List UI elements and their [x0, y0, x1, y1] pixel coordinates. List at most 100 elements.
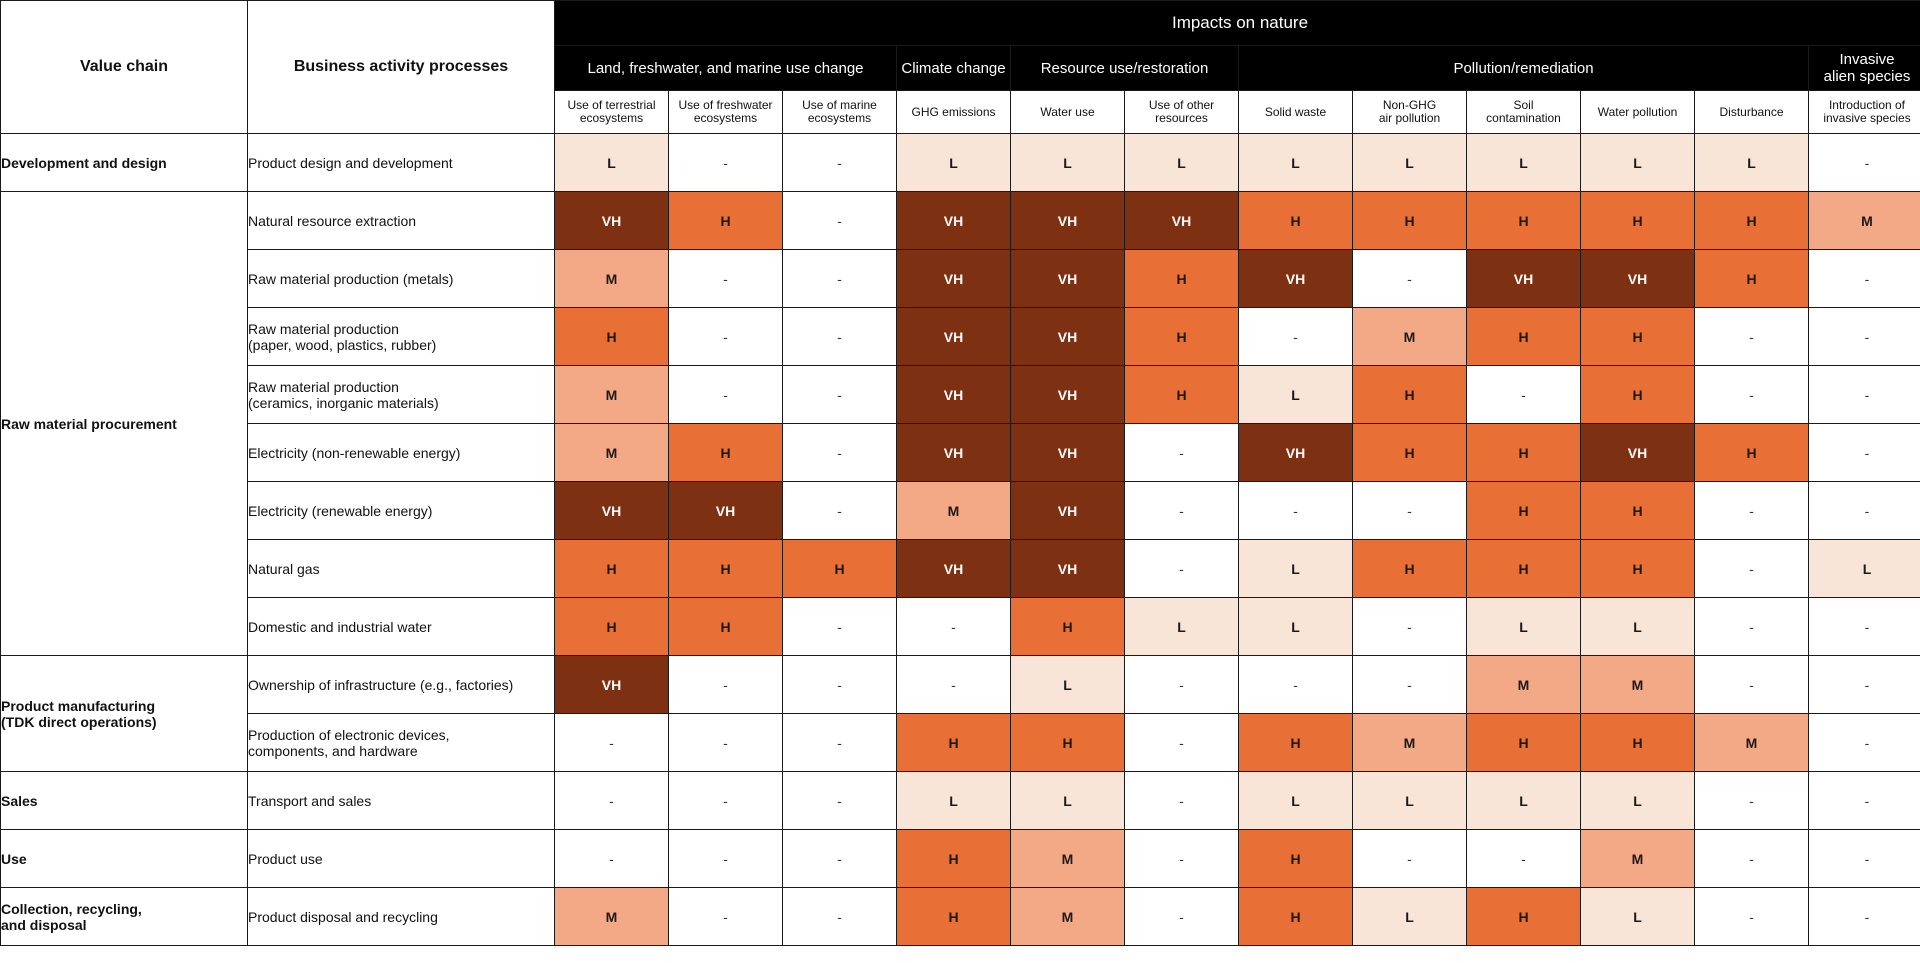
- column-header-soil-contamination: Soil contamination: [1466, 90, 1581, 134]
- impact-rating-cell: -: [1124, 887, 1239, 946]
- impact-rating-cell: -: [1466, 365, 1581, 424]
- impact-rating-cell: H: [1694, 423, 1809, 482]
- impact-rating-cell: M: [1580, 655, 1695, 714]
- impact-rating-cell: H: [668, 191, 783, 250]
- impact-rating-cell: -: [782, 713, 897, 772]
- table-row: Domestic and industrial water H H - - H L L - L L -…: [1, 597, 1920, 656]
- impact-rating-cell: -: [1694, 771, 1809, 830]
- impact-rating-cell: L: [896, 771, 1011, 830]
- impact-rating-cell: VH: [1238, 249, 1353, 308]
- impact-rating-cell: M: [554, 423, 669, 482]
- impact-rating-cell: -: [1352, 249, 1467, 308]
- impact-rating-cell: VH: [896, 191, 1011, 250]
- table-row: Sales Transport and sales - - - L L - L L L L - -: [0, 771, 1920, 830]
- impact-rating-cell: H: [1580, 191, 1695, 250]
- impact-rating-cell: VH: [1124, 191, 1239, 250]
- impact-rating-cell: -: [782, 771, 897, 830]
- table-body: Development and design Product design and…: [0, 133, 1920, 946]
- impact-rating-cell: H: [1124, 307, 1239, 366]
- impact-rating-cell: -: [1238, 655, 1353, 714]
- impact-rating-cell: VH: [1466, 249, 1581, 308]
- impact-rating-cell: -: [1352, 481, 1467, 540]
- activity-cell-electricity-non-renewable-energy: Electricity (non-renewable energy): [247, 423, 555, 482]
- impact-rating-cell: -: [1124, 539, 1239, 598]
- impact-rating-cell: H: [1466, 713, 1581, 772]
- impact-rating-cell: L: [1580, 771, 1695, 830]
- impact-rating-cell: VH: [1010, 539, 1125, 598]
- impact-rating-cell: -: [896, 655, 1011, 714]
- impacts-on-nature-header: Impacts on nature: [553, 0, 1920, 46]
- impact-rating-cell: L: [554, 133, 669, 192]
- impact-rating-cell: -: [1694, 365, 1809, 424]
- activity-cell-natural-gas: Natural gas: [247, 539, 555, 598]
- impact-rating-cell: -: [782, 365, 897, 424]
- impact-rating-cell: -: [1807, 365, 1920, 424]
- impact-rating-cell: VH: [896, 423, 1011, 482]
- table-row: Electricity (non-renewable energy) M H - VH V…: [1, 423, 1920, 482]
- impact-rating-cell: -: [782, 191, 897, 250]
- impact-rating-cell: -: [1807, 829, 1920, 888]
- value-chain-cell-raw-material-procurement: Raw material procurement: [0, 191, 248, 656]
- impact-rating-cell: H: [1466, 423, 1581, 482]
- activity-cell-raw-material-production-ceramics-inorganic-materials: Raw material production (ceramics, inorga…: [247, 365, 555, 424]
- category-header-land-freshwater-and-marine-use-change: Land, freshwater, and marine use change: [554, 45, 897, 91]
- column-header-use-of-other-resources: Use of other resources: [1124, 90, 1239, 134]
- column-header-use-of-terrestrial-ecosystems: Use of terrestrial ecosystems: [554, 90, 669, 134]
- category-header-resource-use-restoration: Resource use/restoration: [1010, 45, 1239, 91]
- impact-rating-cell: H: [1238, 191, 1353, 250]
- impact-rating-cell: VH: [896, 249, 1011, 308]
- table-row: Raw material procurement Natural resource…: [0, 191, 1920, 656]
- impact-rating-cell: M: [1352, 713, 1467, 772]
- impact-rating-cell: -: [1352, 655, 1467, 714]
- impact-rating-cell: -: [1807, 887, 1920, 946]
- impact-rating-cell: L: [1352, 771, 1467, 830]
- impact-rating-cell: -: [1466, 829, 1581, 888]
- impact-rating-cell: VH: [1580, 423, 1695, 482]
- business-activity-header: Business activity processes: [247, 0, 555, 134]
- impact-rating-cell: L: [1352, 133, 1467, 192]
- impact-rating-cell: -: [782, 133, 897, 192]
- impact-rating-cell: M: [896, 481, 1011, 540]
- activity-cell-transport-and-sales: Transport and sales: [247, 771, 555, 830]
- impact-rating-cell: M: [554, 365, 669, 424]
- impact-rating-cell: -: [1807, 133, 1920, 192]
- impact-rating-cell: M: [1352, 307, 1467, 366]
- impact-rating-cell: H: [896, 713, 1011, 772]
- impact-rating-cell: H: [1580, 713, 1695, 772]
- activity-cell-product-use: Product use: [247, 829, 555, 888]
- impact-rating-cell: M: [1466, 655, 1581, 714]
- impact-rating-cell: M: [554, 887, 669, 946]
- impact-rating-cell: L: [1466, 597, 1581, 656]
- table-row: Raw material production (paper, wood, pla…: [1, 307, 1920, 366]
- impact-rating-cell: -: [668, 365, 783, 424]
- impact-rating-cell: VH: [1010, 307, 1125, 366]
- impact-rating-cell: -: [782, 307, 897, 366]
- column-header-non-ghg-air-pollution: Non-GHG air pollution: [1352, 90, 1467, 134]
- impact-rating-cell: H: [1010, 597, 1125, 656]
- impact-rating-cell: L: [1238, 539, 1353, 598]
- impact-rating-cell: -: [554, 829, 669, 888]
- category-header-invasive-alien-species: Invasive alien species: [1807, 45, 1920, 91]
- impact-rating-cell: L: [1694, 133, 1809, 192]
- column-header-ghg-emissions: GHG emissions: [896, 90, 1011, 134]
- column-header-introduction-of-invasive-species: Introduction of invasive species: [1807, 90, 1920, 134]
- impact-rating-cell: VH: [896, 365, 1011, 424]
- activity-cell-product-design-and-development: Product design and development: [247, 133, 555, 192]
- impact-rating-cell: H: [1238, 713, 1353, 772]
- impact-rating-cell: -: [1807, 307, 1920, 366]
- impact-rating-cell: L: [1124, 133, 1239, 192]
- table-row: Natural gas H H H VH VH - L H H H - L: [1, 539, 1920, 598]
- impact-rating-cell: -: [1807, 423, 1920, 482]
- impact-rating-cell: -: [782, 887, 897, 946]
- impact-rating-cell: -: [1124, 655, 1239, 714]
- impact-rating-cell: L: [1580, 597, 1695, 656]
- impact-rating-cell: H: [782, 539, 897, 598]
- impact-rating-cell: -: [1124, 829, 1239, 888]
- activity-cell-domestic-and-industrial-water: Domestic and industrial water: [247, 597, 555, 656]
- impact-rating-cell: H: [1694, 249, 1809, 308]
- impact-rating-cell: -: [1694, 539, 1809, 598]
- impact-rating-cell: L: [1238, 133, 1353, 192]
- impact-rating-cell: VH: [1010, 423, 1125, 482]
- column-header-solid-waste: Solid waste: [1238, 90, 1353, 134]
